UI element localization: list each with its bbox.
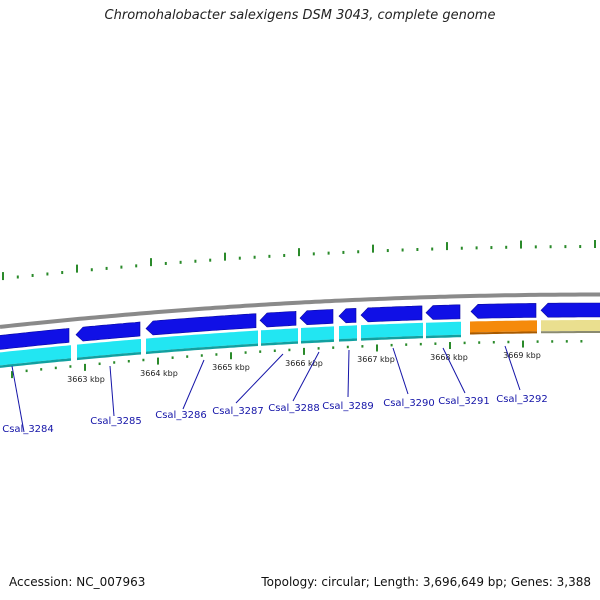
gene-band-edge — [426, 334, 461, 339]
gene-band — [146, 330, 258, 352]
gene-band-highlight — [470, 320, 537, 333]
gene-label[interactable]: Csal_3286 — [155, 410, 207, 421]
gene-label[interactable]: Csal_3291 — [438, 396, 490, 407]
gc-skew-ticks — [2, 240, 596, 281]
gene-leader-line — [392, 347, 409, 395]
cds-arrow — [145, 313, 257, 336]
gene-band — [77, 339, 141, 358]
cds-arrow — [0, 328, 70, 350]
gene-label[interactable]: Csal_3287 — [212, 406, 264, 417]
gene-leader-line — [347, 349, 350, 398]
gene-band-edge — [339, 338, 357, 342]
kbp-label: 3669 kbp — [503, 351, 541, 360]
gene-band — [339, 325, 357, 340]
cds-arrow — [259, 310, 297, 328]
gene-band-edge — [0, 358, 71, 368]
gene-leader-line — [292, 351, 320, 402]
gene-band-edge — [361, 335, 423, 341]
gene-band — [261, 328, 298, 344]
gene-leader-line — [442, 347, 466, 394]
gene-band-edge — [301, 339, 334, 344]
cds-arrow — [75, 321, 141, 342]
cds-arrow — [470, 303, 537, 319]
map-title: Chromohalobacter salexigens DSM 3043, co… — [104, 8, 496, 23]
gene-leader-line — [182, 359, 205, 410]
gene-leader-line — [235, 353, 284, 404]
gene-band-pale — [541, 320, 600, 332]
cds-arrow — [425, 304, 461, 320]
gene-band — [361, 322, 423, 339]
kbp-label: 3667 kbp — [357, 355, 395, 364]
position-ticks — [11, 340, 583, 379]
cds-arrow — [338, 308, 357, 324]
genome-backbone — [0, 292, 600, 329]
gene-band — [301, 326, 334, 341]
gene-label[interactable]: Csal_3288 — [268, 403, 320, 414]
gene-band — [426, 321, 461, 336]
gene-band-highlight-edge — [470, 331, 537, 335]
cds-track — [0, 302, 600, 350]
summary-text: Topology: circular; Length: 3,696,649 bp… — [261, 575, 591, 589]
cds-arrow — [540, 302, 600, 318]
gene-leader-line — [11, 365, 25, 433]
gene-band-pale-edge — [541, 331, 600, 334]
gene-track — [0, 320, 600, 368]
gene-band-edge — [77, 352, 141, 361]
kbp-label: 3663 kbp — [67, 375, 105, 384]
gene-label[interactable]: Csal_3289 — [322, 401, 374, 412]
gene-labels: Csal_3284 Csal_3285 Csal_3286 Csal_3287 Csal… — [2, 345, 548, 435]
gene-label[interactable]: Csal_3284 — [2, 424, 54, 435]
kbp-label: 3665 kbp — [212, 363, 250, 372]
gene-leader-line — [504, 345, 521, 391]
kbp-label: 3668 kbp — [430, 353, 468, 362]
gene-band — [0, 345, 71, 366]
cds-arrow — [360, 305, 423, 323]
gene-label[interactable]: Csal_3285 — [90, 416, 142, 427]
kbp-label: 3666 kbp — [285, 359, 323, 368]
gene-band-edge — [261, 341, 298, 346]
gene-band-edge — [146, 343, 258, 355]
gene-label[interactable]: Csal_3290 — [383, 398, 435, 409]
gene-label[interactable]: Csal_3292 — [496, 394, 548, 405]
accession-text: Accession: NC_007963 — [9, 575, 146, 589]
cds-arrow — [299, 309, 334, 326]
kbp-labels: 3663 kbp 3664 kbp 3665 kbp 3666 kbp 3667 kbp… — [67, 351, 541, 384]
kbp-label: 3664 kbp — [140, 369, 178, 378]
gene-leader-line — [109, 365, 115, 417]
